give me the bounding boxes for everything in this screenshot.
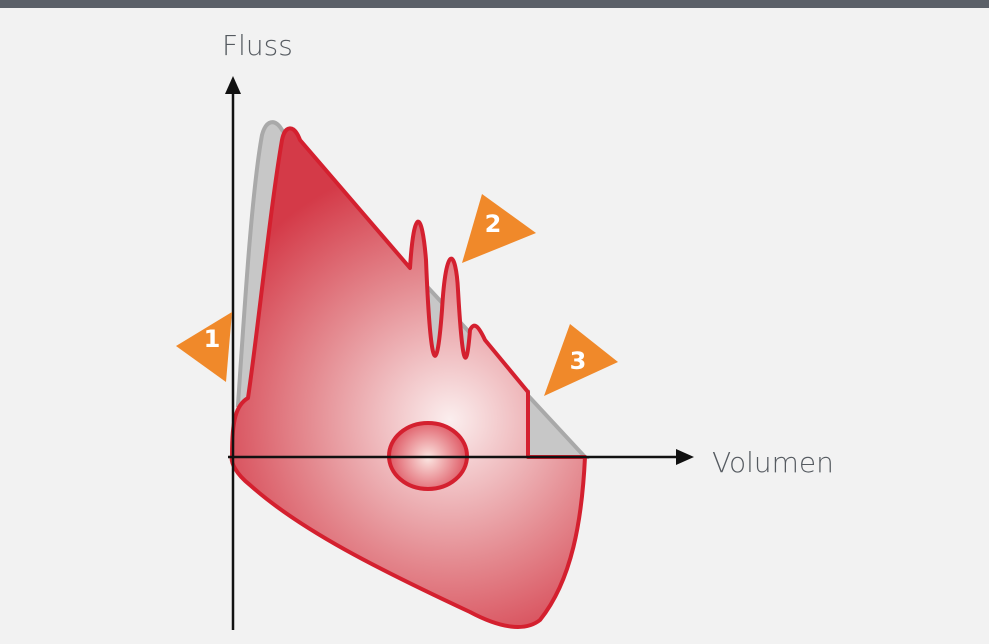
y-arrow — [225, 76, 241, 94]
y-axis-label: Fluss — [222, 29, 293, 62]
x-axis-label: Volumen — [712, 446, 834, 479]
marker-label: 3 — [570, 347, 587, 375]
marker-label: 1 — [204, 325, 221, 353]
marker-triangle — [544, 324, 618, 396]
top-bar — [0, 0, 989, 8]
marker-label: 2 — [485, 210, 502, 238]
marker-triangle — [462, 194, 536, 263]
flow-volume-loop — [229, 126, 587, 629]
x-arrow — [676, 449, 694, 465]
marker-triangle — [176, 312, 232, 382]
